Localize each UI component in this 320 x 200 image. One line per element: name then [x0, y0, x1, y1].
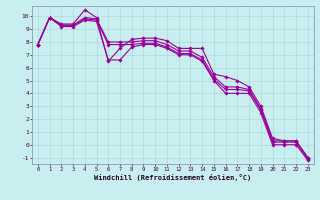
X-axis label: Windchill (Refroidissement éolien,°C): Windchill (Refroidissement éolien,°C) — [94, 174, 252, 181]
